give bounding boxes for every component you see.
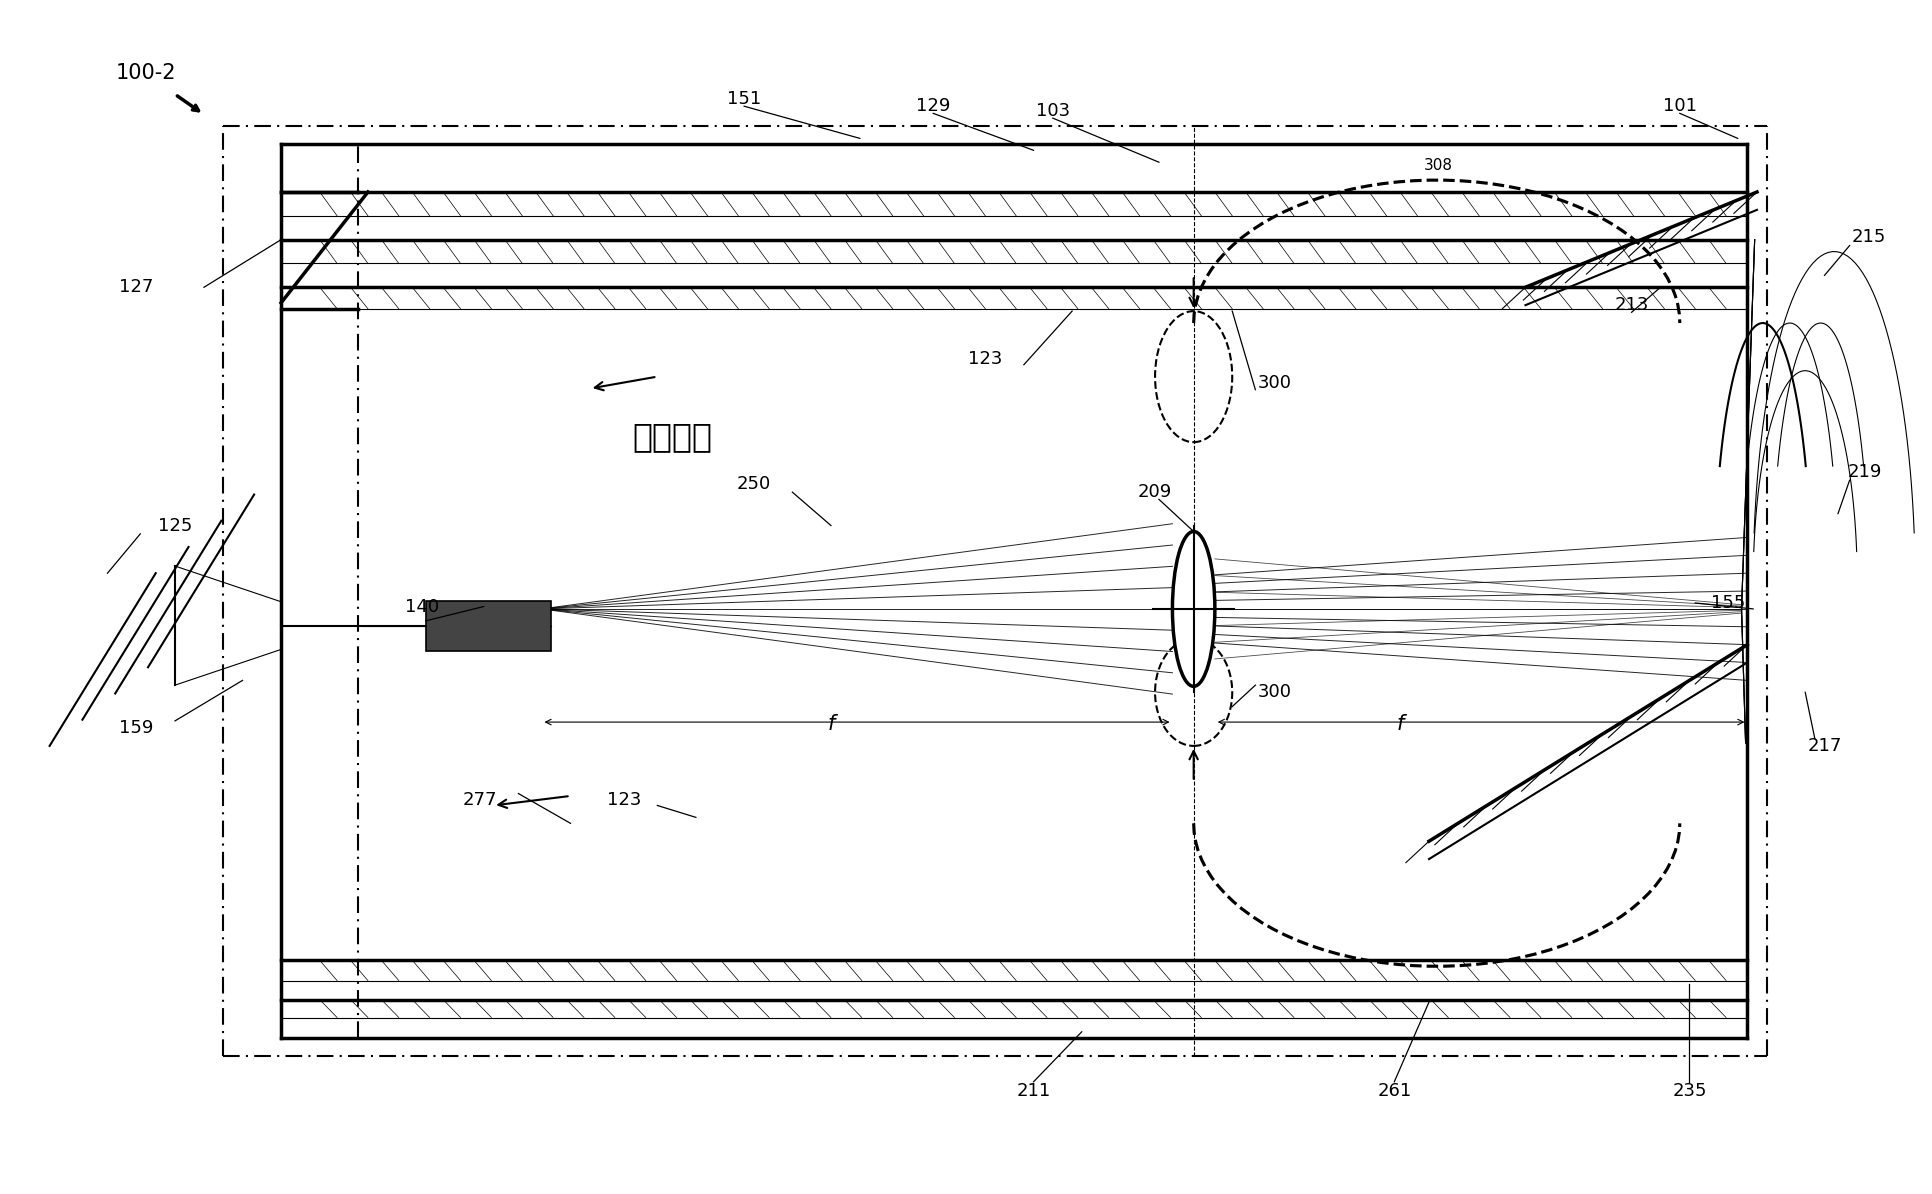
Text: 123: 123 [607,790,641,808]
Text: f: f [827,714,835,734]
Text: 140: 140 [406,597,439,616]
Text: 125: 125 [158,517,191,535]
Text: f: f [1397,714,1405,734]
Ellipse shape [1173,531,1215,687]
Text: 235: 235 [1673,1082,1706,1101]
FancyBboxPatch shape [425,601,551,651]
Text: 101: 101 [1663,97,1696,115]
Text: 209: 209 [1138,484,1173,501]
Text: 308: 308 [1424,159,1453,173]
Text: 300: 300 [1258,683,1293,701]
Text: 213: 213 [1615,296,1648,314]
Text: 151: 151 [726,90,761,109]
Text: 217: 217 [1806,737,1841,755]
Text: 211: 211 [1016,1082,1051,1101]
Text: 277: 277 [462,790,497,808]
Text: 219: 219 [1847,463,1882,481]
Text: 155: 155 [1712,593,1745,613]
Text: 250: 250 [736,475,771,493]
Text: 信号路径: 信号路径 [634,419,713,453]
Text: 103: 103 [1036,101,1070,119]
Text: 129: 129 [916,97,951,115]
Text: 127: 127 [120,278,155,296]
Text: 159: 159 [120,719,155,737]
Text: 215: 215 [1851,228,1886,246]
Text: 100-2: 100-2 [116,63,176,82]
Text: 261: 261 [1378,1082,1412,1101]
Text: 300: 300 [1258,374,1293,392]
Text: 123: 123 [968,350,1003,368]
